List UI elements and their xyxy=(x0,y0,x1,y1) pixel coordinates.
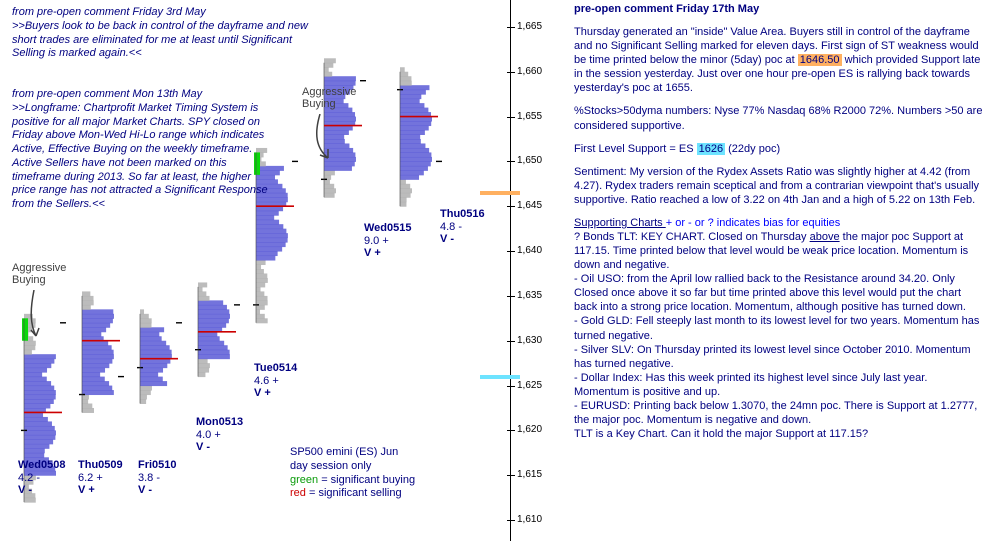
supporting-s5: - Dollar Index: Has this week printed it… xyxy=(574,371,984,399)
supporting-s1: ? Bonds TLT: KEY CHART. Closed on Thursd… xyxy=(574,230,984,272)
poc-marker-22day xyxy=(480,375,520,379)
annotation-aggressive-buying-1: AggressiveBuying xyxy=(12,262,66,286)
commentary-p2: %Stocks>50dyma numbers: Nyse 77% Nasdaq … xyxy=(574,104,984,132)
poc-marker-5day xyxy=(480,191,520,195)
commentary-title: pre-open comment Friday 17th May xyxy=(574,2,984,16)
legend-line-2: day session only xyxy=(290,460,415,474)
supporting-s6: - EURUSD: Printing back below 1.3070, th… xyxy=(574,399,984,427)
supporting-s3: - Gold GLD: Fell steeply last month to i… xyxy=(574,314,984,342)
day-label-Tue0514: Tue05144.6 +V + xyxy=(254,362,297,400)
supporting-s4: - Silver SLV: On Thursday printed its lo… xyxy=(574,343,984,371)
day-label-Fri0510: Fri05103.8 -V - xyxy=(138,459,177,497)
supporting-s2: - Oil USO: from the April low rallied ba… xyxy=(574,272,984,314)
chart-area: from pre-open comment Friday 3rd May>>Bu… xyxy=(0,0,510,541)
commentary-p1: Thursday generated an "inside" Value Are… xyxy=(574,25,984,95)
commentary-p3: First Level Support = ES 1626 (22dy poc) xyxy=(574,142,984,156)
arrow-icon xyxy=(24,290,54,340)
price-chart-svg xyxy=(0,0,510,541)
supporting-charts-title: Supporting Charts + or - or ? indicates … xyxy=(574,216,984,230)
legend-line-3: green = significant buying xyxy=(290,474,415,488)
commentary-p4: Sentiment: My version of the Rydex Asset… xyxy=(574,165,984,207)
day-label-Wed0508: Wed05084.2 -V - xyxy=(18,459,66,497)
legend-line-4: red = significant selling xyxy=(290,487,415,501)
note-box-2: from pre-open comment Mon 13th May>>Long… xyxy=(12,88,272,212)
legend-line-1: SP500 emini (ES) Jun xyxy=(290,446,415,460)
day-label-Mon0513: Mon05134.0 +V - xyxy=(196,416,243,454)
arrow-icon xyxy=(306,114,346,164)
annotation-aggressive-buying-2: AggressiveBuying xyxy=(302,86,356,110)
day-label-Thu0516: Thu05164.8 -V - xyxy=(440,208,485,246)
y-axis: 1,6101,6151,6201,6251,6301,6351,6401,645… xyxy=(510,0,561,541)
commentary-panel: pre-open comment Friday 17th May Thursda… xyxy=(572,0,990,541)
chart-legend: SP500 emini (ES) Jun day session only gr… xyxy=(290,446,415,501)
day-label-Wed0515: Wed05159.0 +V + xyxy=(364,222,412,260)
day-label-Thu0509: Thu05096.2 +V + xyxy=(78,459,123,497)
poc-5day-value: 1646.50 xyxy=(798,54,842,66)
supporting-s7: TLT is a Key Chart. Can it hold the majo… xyxy=(574,427,984,441)
poc-22day-value: 1626 xyxy=(697,143,725,155)
note-box-1: from pre-open comment Friday 3rd May>>Bu… xyxy=(12,6,312,61)
